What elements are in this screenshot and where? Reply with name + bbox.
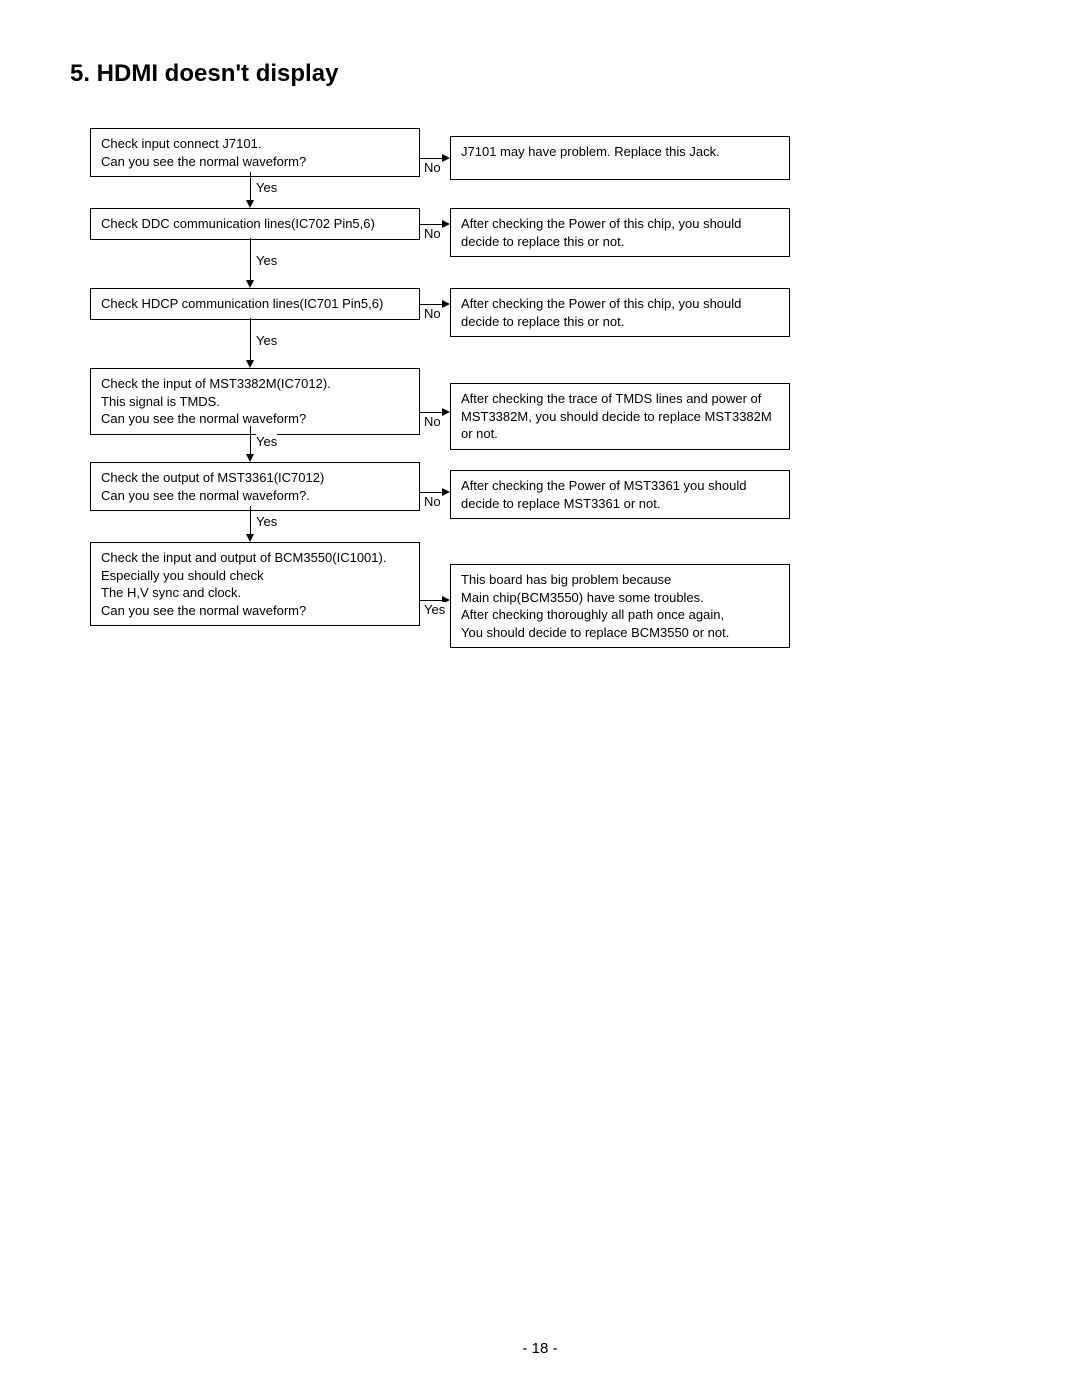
arrowhead-icon — [246, 360, 254, 368]
page-number: - 18 - — [0, 1340, 1080, 1357]
arrowhead-icon — [442, 220, 450, 228]
branch-label: Yes — [256, 253, 277, 268]
arrowhead-icon — [246, 200, 254, 208]
arrowhead-icon — [442, 300, 450, 308]
arrowhead-icon — [442, 408, 450, 416]
arrow — [420, 412, 442, 413]
decision-box: Check DDC communication lines(IC702 Pin5… — [90, 208, 420, 240]
branch-label: No — [424, 226, 441, 241]
result-box: After checking the trace of TMDS lines a… — [450, 383, 790, 450]
branch-label: Yes — [256, 434, 277, 449]
decision-box: Check HDCP communication lines(IC701 Pin… — [90, 288, 420, 320]
page: 5. HDMI doesn't display Check input conn… — [0, 0, 1080, 1397]
arrow — [250, 318, 251, 360]
result-box: After checking the Power of MST3361 you … — [450, 470, 790, 519]
arrow — [420, 304, 442, 305]
branch-label: No — [424, 494, 441, 509]
branch-label: No — [424, 306, 441, 321]
result-box: After checking the Power of this chip, y… — [450, 208, 790, 257]
arrowhead-icon — [246, 534, 254, 542]
branch-label: Yes — [256, 333, 277, 348]
decision-box: Check input connect J7101. Can you see t… — [90, 128, 420, 177]
branch-label: No — [424, 414, 441, 429]
decision-box: Check the output of MST3361(IC7012) Can … — [90, 462, 420, 511]
flowchart: Check input connect J7101. Can you see t… — [90, 128, 810, 688]
arrow — [420, 492, 442, 493]
arrow — [250, 506, 251, 534]
arrowhead-icon — [246, 280, 254, 288]
arrow — [420, 158, 442, 159]
page-title: 5. HDMI doesn't display — [70, 60, 1010, 88]
arrow — [250, 426, 251, 454]
result-box: J7101 may have problem. Replace this Jac… — [450, 136, 790, 180]
decision-box: Check the input and output of BCM3550(IC… — [90, 542, 420, 626]
arrow — [250, 238, 251, 280]
branch-label: No — [424, 160, 441, 175]
result-box: This board has big problem because Main … — [450, 564, 790, 648]
arrowhead-icon — [246, 454, 254, 462]
branch-label: Yes — [424, 602, 445, 617]
arrow — [250, 172, 251, 200]
decision-box: Check the input of MST3382M(IC7012). Thi… — [90, 368, 420, 435]
branch-label: Yes — [256, 180, 277, 195]
arrow — [420, 600, 442, 601]
arrow — [420, 224, 442, 225]
arrowhead-icon — [442, 154, 450, 162]
result-box: After checking the Power of this chip, y… — [450, 288, 790, 337]
arrowhead-icon — [442, 488, 450, 496]
branch-label: Yes — [256, 514, 277, 529]
